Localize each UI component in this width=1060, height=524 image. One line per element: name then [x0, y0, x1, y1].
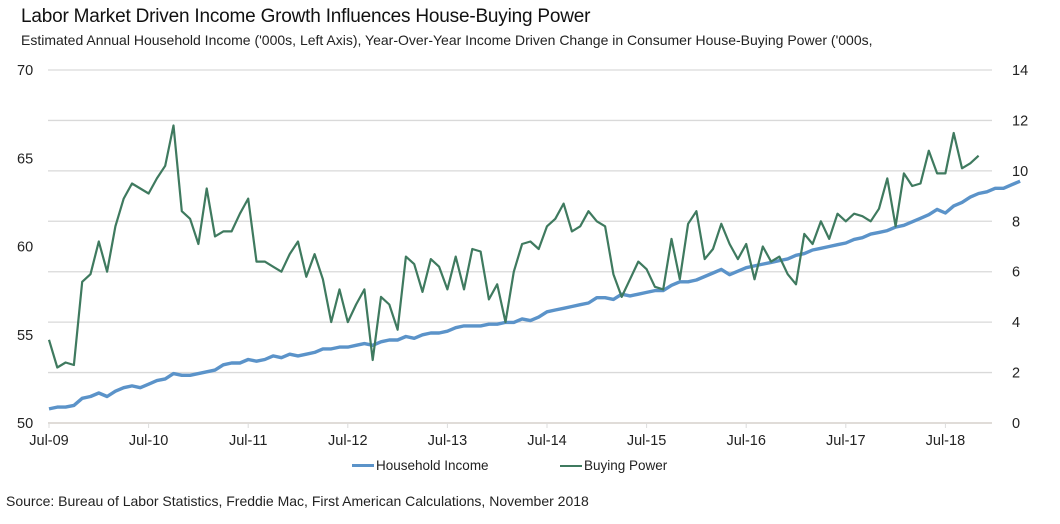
legend-item-buying-power: Buying Power: [560, 458, 667, 473]
chart-subtitle: Estimated Annual Household Income ('000s…: [21, 32, 873, 48]
legend-label-buying-power: Buying Power: [584, 458, 668, 473]
right-axis-tick-label: 12: [1012, 113, 1028, 129]
x-axis-tick-label: Jul-12: [328, 433, 368, 449]
x-axis-ticks: Jul-09 Jul-10 Jul-11 Jul-12 Jul-13 Jul-14 Jul-…: [29, 423, 965, 449]
right-axis-tick-label: 6: [1012, 265, 1020, 281]
chart-title: Labor Market Driven Income Growth Influe…: [21, 6, 591, 27]
left-axis-tick-label: 50: [17, 416, 33, 432]
x-axis-tick-label: Jul-11: [229, 433, 267, 449]
legend-item-household-income: Household Income: [352, 458, 489, 473]
legend-swatch-buying-power: [560, 464, 582, 467]
legend-swatch-income: [352, 464, 374, 467]
x-axis-tick-label: Jul-18: [926, 433, 966, 449]
left-axis-tick-label: 70: [17, 63, 33, 79]
right-axis-tick-label: 0: [1012, 416, 1020, 432]
x-axis-tick-label: Jul-13: [428, 433, 468, 449]
right-axis-tick-label: 14: [1012, 63, 1028, 79]
x-axis-tick-label: Jul-17: [826, 433, 866, 449]
left-axis-tick-label: 55: [17, 328, 33, 344]
x-axis-tick-label: Jul-14: [527, 433, 567, 449]
buying-power-line: [47, 124, 980, 369]
right-axis-ticks: 0 2 4 6 8 10 12 14: [1012, 63, 1028, 432]
legend-label-income: Household Income: [376, 458, 489, 473]
left-axis-ticks: 50 55 60 65 70: [17, 63, 33, 432]
left-axis-tick-label: 60: [17, 240, 33, 256]
right-axis-tick-label: 4: [1012, 315, 1020, 331]
right-axis-tick-label: 2: [1012, 366, 1020, 382]
series-lines: [47, 124, 1021, 411]
x-axis-tick-label: Jul-16: [726, 433, 766, 449]
x-axis-tick-label: Jul-15: [627, 433, 667, 449]
household-income-line: [48, 179, 1021, 411]
right-axis-tick-label: 8: [1012, 214, 1020, 230]
x-axis-tick-label: Jul-10: [129, 433, 169, 449]
gridlines: [48, 69, 992, 424]
left-axis-tick-label: 65: [17, 151, 33, 167]
x-axis-tick-label: Jul-09: [29, 433, 69, 449]
right-axis-tick-label: 10: [1012, 164, 1028, 180]
source-note: Source: Bureau of Labor Statistics, Fred…: [6, 493, 589, 509]
